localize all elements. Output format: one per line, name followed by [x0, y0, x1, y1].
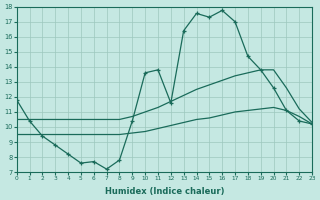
- X-axis label: Humidex (Indice chaleur): Humidex (Indice chaleur): [105, 187, 224, 196]
